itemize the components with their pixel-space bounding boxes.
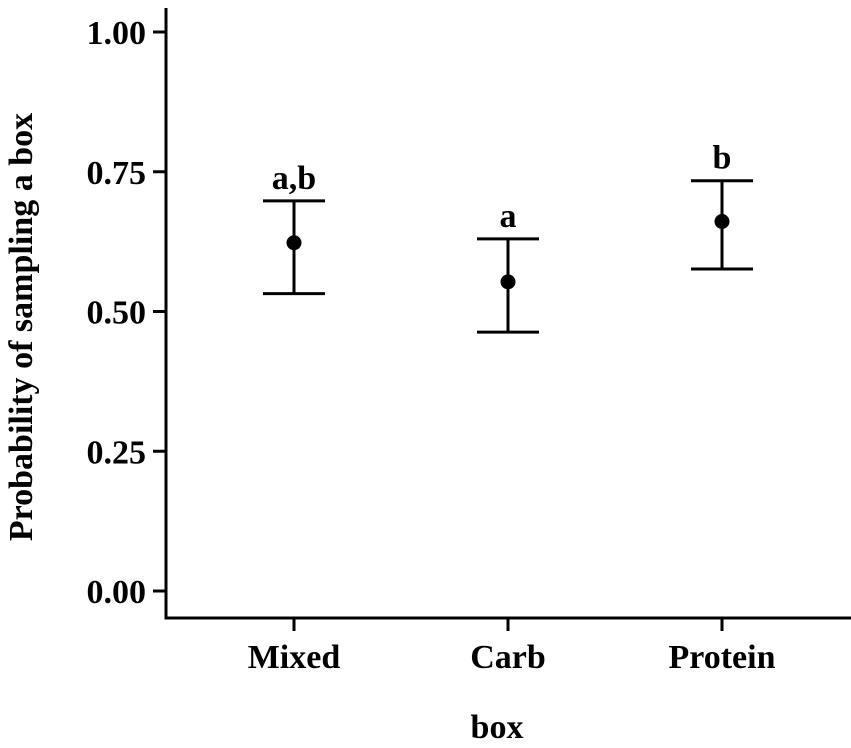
data-point (714, 214, 730, 230)
y-tick-label: 0.50 (87, 295, 147, 332)
data-point (500, 274, 516, 290)
y-tick-label: 0.00 (87, 574, 147, 611)
data-marks: a,b a b (263, 140, 753, 334)
y-tick-label: 0.75 (87, 155, 147, 192)
significance-label: a (500, 198, 517, 235)
y-tick-label: 0.25 (87, 434, 147, 471)
x-axis-title: box (471, 709, 524, 746)
significance-label: a,b (272, 160, 316, 197)
x-tick-label: Carb (470, 639, 546, 676)
data-point (286, 235, 302, 251)
x-ticks: Mixed Carb Protein (248, 618, 776, 676)
x-tick-label: Mixed (248, 639, 341, 676)
y-ticks: 0.00 0.25 0.50 0.75 1.00 (87, 15, 166, 611)
significance-label: b (713, 140, 732, 177)
y-tick-label: 1.00 (87, 15, 147, 52)
x-tick-label: Protein (668, 639, 775, 676)
y-axis-title: Probability of sampling a box (3, 113, 40, 541)
